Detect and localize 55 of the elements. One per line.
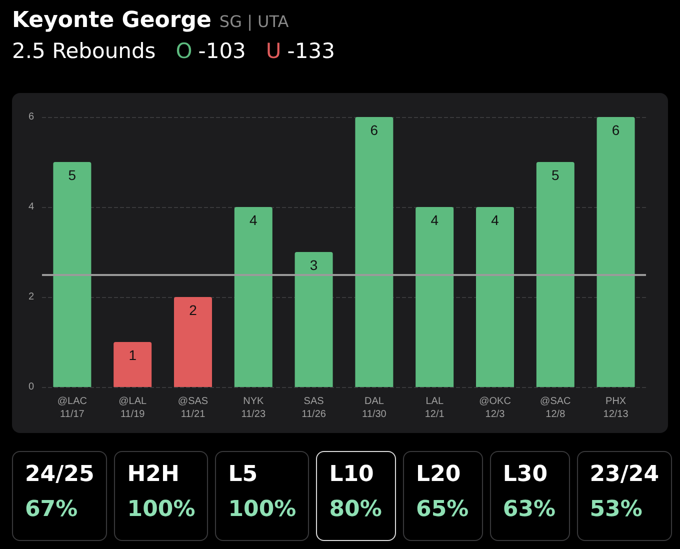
bar <box>114 342 152 387</box>
data-label: 1 <box>128 347 137 363</box>
x-tick-label: SAS 11/26 <box>302 396 326 420</box>
text: O <box>176 39 192 63</box>
x-tick-label: @LAC 11/17 <box>57 396 88 420</box>
x-tick-label: DAL 11/30 <box>362 396 387 420</box>
text: 23/24 <box>590 462 659 487</box>
text: 2.5 Rebounds <box>12 39 156 63</box>
bar <box>536 162 574 387</box>
data-label: 6 <box>370 122 378 138</box>
chart-title: Keyonte George <box>12 8 212 33</box>
bar <box>294 252 333 387</box>
text: L20 <box>416 462 462 487</box>
text: 24/25 <box>25 462 94 487</box>
text: 100% <box>228 497 296 522</box>
data-label: 4 <box>430 212 439 228</box>
x-tick-label: LAL 12/1 <box>424 396 445 420</box>
data-label: 5 <box>552 167 560 183</box>
x-tick-label: @LAL 11/19 <box>118 396 148 420</box>
bar <box>234 207 272 387</box>
data-label: 5 <box>68 167 76 183</box>
text: 80% <box>329 497 383 522</box>
text: L10 <box>329 462 375 487</box>
text: H2H <box>127 462 180 487</box>
text: 67% <box>25 497 79 522</box>
text: L30 <box>502 462 549 487</box>
text: -133 <box>287 39 335 63</box>
x-tick-label: NYK 11/23 <box>241 396 266 420</box>
data-label: 2 <box>189 302 198 318</box>
y-tick-label: 2 <box>28 292 34 302</box>
x-tick-label: PHX 12/13 <box>603 396 629 420</box>
text: 63% <box>502 497 557 522</box>
x-tick-label: @SAS 11/21 <box>178 396 208 420</box>
text: 65% <box>416 497 470 522</box>
text: 100% <box>127 497 196 522</box>
text: U <box>266 39 282 63</box>
bar <box>174 297 212 387</box>
text: -103 <box>198 39 246 63</box>
x-tick-label: @SAC 12/8 <box>540 396 571 420</box>
y-tick-label: 6 <box>28 112 34 122</box>
text: 53% <box>590 497 644 522</box>
y-tick-label: 0 <box>28 382 34 392</box>
chart-subtitle: SG | UTA <box>219 12 289 31</box>
bar <box>476 207 514 387</box>
data-label: 4 <box>250 212 258 228</box>
y-tick-label: 4 <box>28 202 34 212</box>
bar <box>53 162 92 387</box>
data-label: 3 <box>310 257 318 273</box>
bar <box>355 117 394 387</box>
data-label: 4 <box>491 212 500 228</box>
data-label: 6 <box>612 122 620 138</box>
bar <box>416 207 454 387</box>
text: L5 <box>228 462 259 487</box>
x-tick-label: @OKC 12/3 <box>479 396 511 420</box>
bar <box>596 117 635 387</box>
